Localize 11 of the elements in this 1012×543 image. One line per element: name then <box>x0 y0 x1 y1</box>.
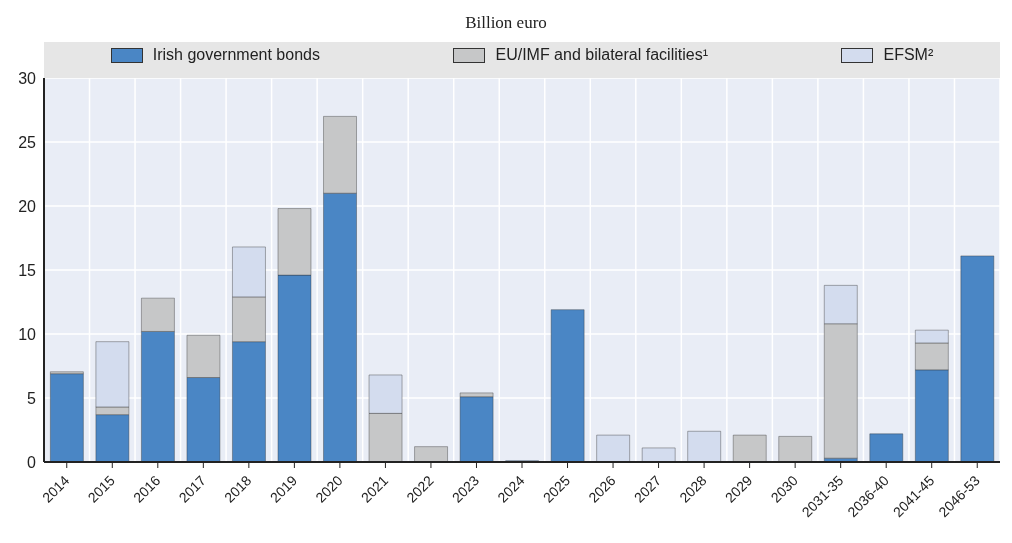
y-tick-label: 25 <box>18 133 37 151</box>
chart-title: Billion euro <box>464 12 548 34</box>
y-tick-label: 5 <box>27 389 37 407</box>
y-tick-label: 10 <box>18 325 37 343</box>
legend-label: EFSM² <box>883 46 934 64</box>
legend-label: Irish government bonds <box>152 46 320 64</box>
y-tick-label: 30 <box>18 69 37 87</box>
y-tick-label: 0 <box>27 453 37 471</box>
legend-label: EU/IMF and bilateral facilities¹ <box>495 46 708 64</box>
y-tick-label: 15 <box>18 261 37 279</box>
y-tick-label: 20 <box>18 197 37 215</box>
